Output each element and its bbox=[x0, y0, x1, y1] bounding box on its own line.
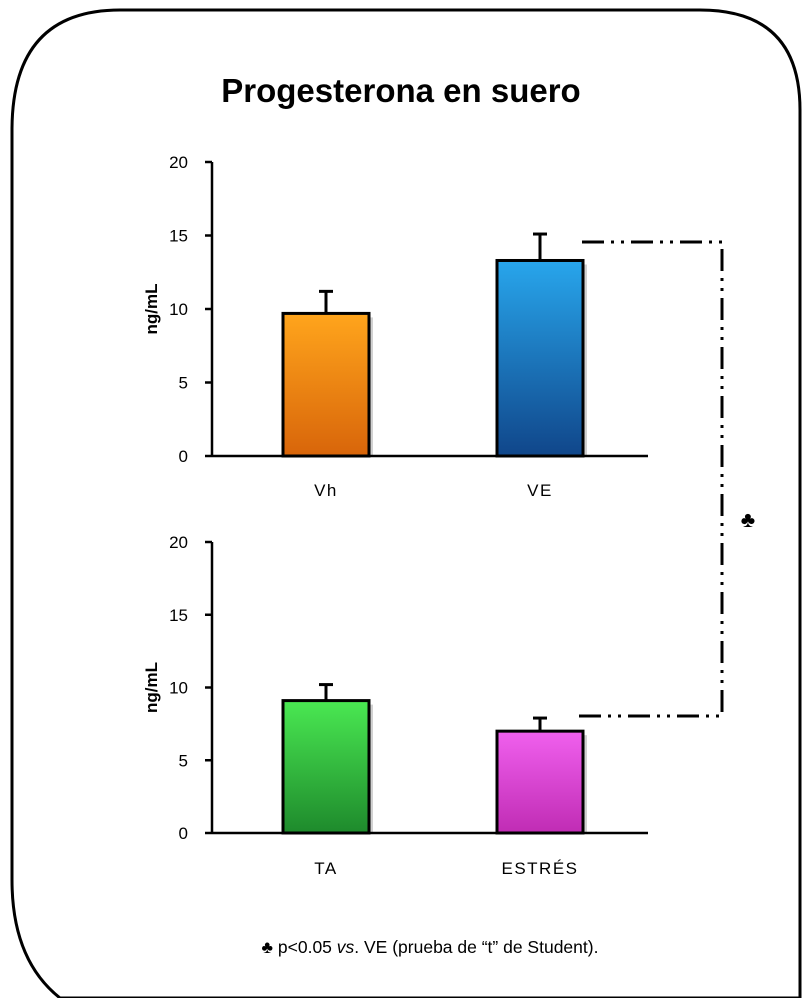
top-bar-chart: Vh VE 0 5 10 15 20 ng/mL bbox=[142, 153, 648, 500]
y-tick-label: 20 bbox=[169, 533, 188, 552]
significance-symbol: ♣ bbox=[741, 507, 755, 532]
y-axis-label: ng/mL bbox=[142, 662, 161, 713]
chart-title: Progesterona en suero bbox=[221, 72, 581, 109]
y-tick-label: 15 bbox=[169, 606, 188, 625]
category-label: TA bbox=[314, 859, 337, 878]
y-tick-label: 0 bbox=[179, 447, 188, 466]
bottom-bar-chart: TA ESTRÉS 0 5 10 15 20 ng/mL bbox=[142, 533, 648, 878]
y-axis-label: ng/mL bbox=[142, 284, 161, 335]
category-label: VE bbox=[527, 481, 553, 500]
y-tick-label: 20 bbox=[169, 153, 188, 172]
bar-estrés bbox=[495, 729, 585, 835]
significance-bracket bbox=[578, 240, 724, 718]
category-label: Vh bbox=[314, 481, 338, 500]
footnote: ♣ p<0.05 vs. VE (prueba de “t” de Studen… bbox=[261, 937, 599, 957]
club-symbol: ♣ bbox=[261, 937, 274, 957]
category-label: ESTRÉS bbox=[501, 859, 578, 878]
y-tick-label: 10 bbox=[169, 679, 188, 698]
y-tick-label: 5 bbox=[179, 751, 188, 770]
y-tick-label: 0 bbox=[179, 824, 188, 843]
bar-ta bbox=[281, 699, 371, 835]
y-tick-label: 15 bbox=[169, 227, 188, 246]
bar-ve bbox=[495, 258, 585, 458]
y-tick-label: 10 bbox=[169, 300, 188, 319]
bar-vh bbox=[281, 311, 371, 458]
y-tick-label: 5 bbox=[179, 374, 188, 393]
